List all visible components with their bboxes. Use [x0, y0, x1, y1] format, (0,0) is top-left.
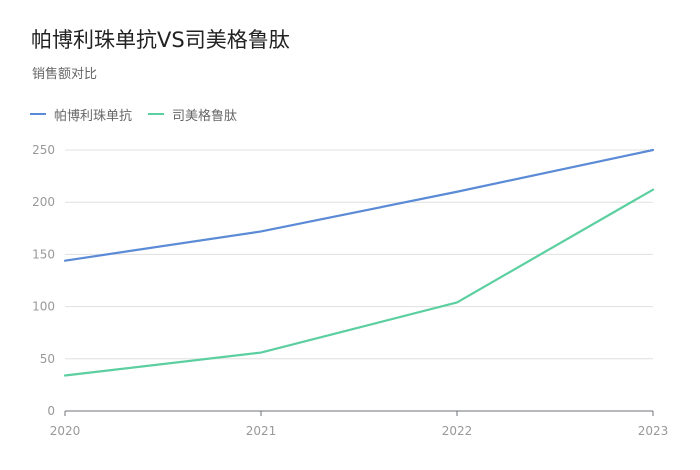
- data-point-series-1: [259, 229, 263, 233]
- legend-swatch-series-2: [148, 113, 165, 115]
- data-point-series-2: [455, 300, 459, 304]
- legend-label-series-2: 司美格鲁肽: [172, 108, 238, 124]
- series-line-1: [63, 148, 655, 262]
- y-tick-label: 150: [32, 247, 55, 261]
- legend-item-series-2[interactable]: 司美格鲁肽: [148, 105, 237, 124]
- legend-item-series-1[interactable]: 帕博利珠单抗: [30, 105, 132, 124]
- data-point-series-2: [651, 188, 655, 192]
- data-point-series-2: [63, 374, 67, 378]
- x-tick-label: 2023: [638, 424, 669, 438]
- chart-title: 帕博利珠单抗VS司美格鲁肽: [31, 28, 290, 52]
- y-tick-label: 50: [40, 352, 55, 366]
- legend-swatch-series-1: [30, 113, 46, 115]
- y-tick-label: 200: [32, 195, 55, 209]
- series-line-2: [63, 188, 655, 377]
- y-tick-label: 0: [47, 404, 55, 418]
- data-point-series-2: [259, 351, 263, 355]
- legend: 帕博利珠单抗 司美格鲁肽: [30, 104, 253, 124]
- x-tick-label: 2022: [442, 424, 473, 438]
- y-tick-label: 100: [32, 300, 55, 314]
- data-point-series-1: [455, 190, 459, 194]
- data-point-series-1: [651, 148, 655, 152]
- x-tick-label: 2020: [50, 424, 81, 438]
- y-tick-label: 250: [32, 143, 55, 157]
- x-tick-label: 2021: [246, 424, 277, 438]
- data-point-series-1: [63, 259, 67, 263]
- legend-label-series-1: 帕博利珠单抗: [54, 108, 133, 124]
- chart-subtitle: 销售额对比: [32, 67, 98, 82]
